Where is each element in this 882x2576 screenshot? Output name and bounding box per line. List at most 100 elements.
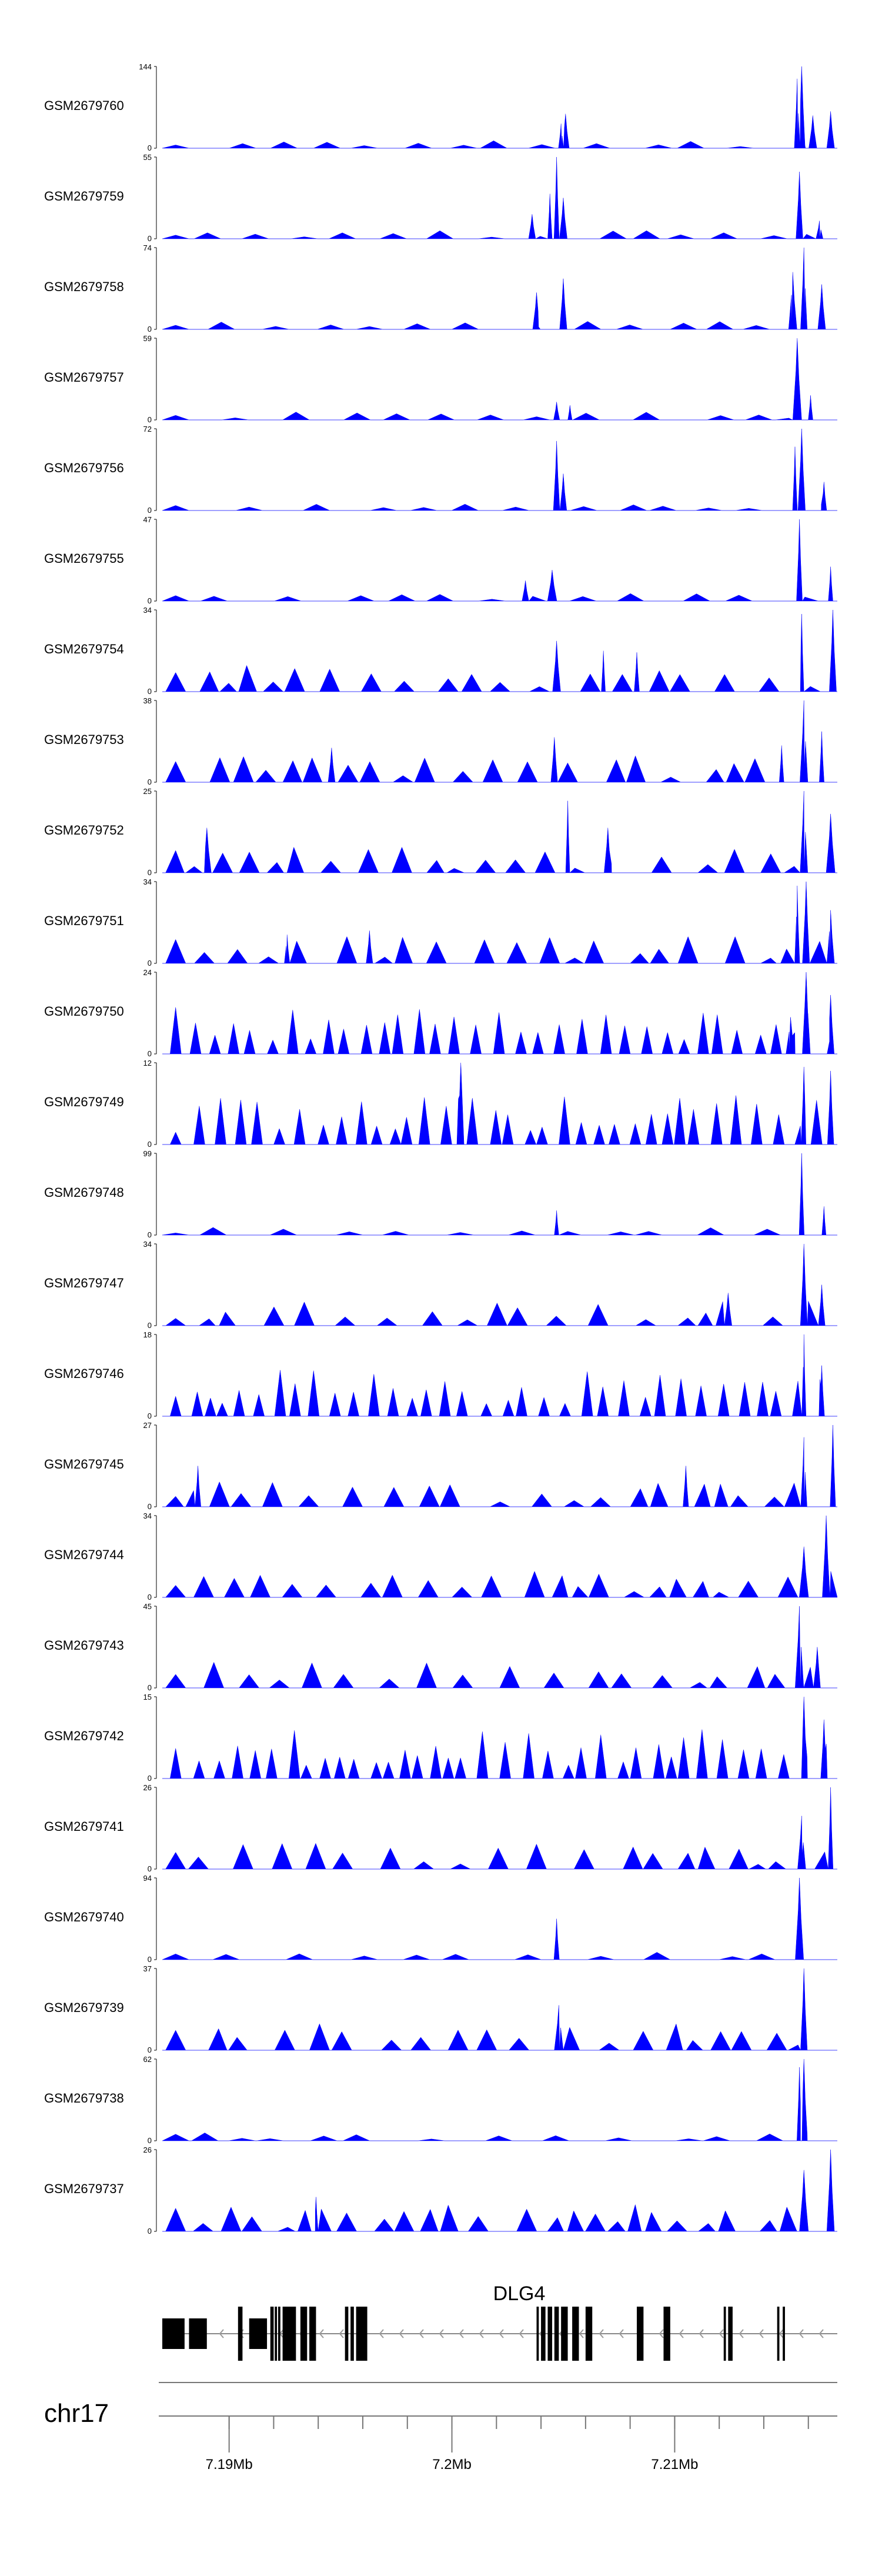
track-ymin-label: 0 bbox=[148, 1321, 152, 1330]
track-ymin-label: 0 bbox=[148, 1502, 152, 1511]
track-GSM2679756: GSM2679756 72 0 bbox=[44, 425, 837, 515]
gene-exon bbox=[238, 2307, 243, 2361]
coverage-area bbox=[162, 972, 837, 1055]
track-sample-label: GSM2679740 bbox=[44, 1910, 124, 1924]
coverage-area bbox=[162, 1153, 837, 1236]
strand-arrow bbox=[399, 2329, 404, 2338]
track-GSM2679755: GSM2679755 47 0 bbox=[44, 515, 837, 605]
track-GSM2679740: GSM2679740 94 0 bbox=[44, 1874, 837, 1964]
track-ymax-label: 74 bbox=[143, 243, 152, 252]
track-ymin-label: 0 bbox=[148, 1774, 152, 1783]
track-GSM2679759: GSM2679759 55 0 bbox=[44, 153, 837, 243]
coverage-area bbox=[162, 2149, 837, 2232]
coverage-area bbox=[162, 66, 837, 149]
track-sample-label: GSM2679757 bbox=[44, 370, 124, 385]
track-ymax-label: 34 bbox=[143, 606, 152, 615]
coverage-area bbox=[162, 247, 837, 330]
track-ymin-label: 0 bbox=[148, 778, 152, 786]
gene-exon bbox=[345, 2307, 349, 2361]
strand-arrow bbox=[379, 2329, 384, 2338]
coverage-area bbox=[162, 1696, 837, 1779]
gene-exon bbox=[300, 2307, 308, 2361]
coverage-area bbox=[162, 519, 837, 602]
track-ymax-label: 12 bbox=[143, 1059, 152, 1067]
axis-tick-label: 7.2Mb bbox=[432, 2457, 472, 2472]
track-sample-label: GSM2679746 bbox=[44, 1366, 124, 1381]
track-GSM2679745: GSM2679745 27 0 bbox=[44, 1421, 837, 1511]
track-ymax-label: 55 bbox=[143, 153, 152, 162]
gene-exon bbox=[561, 2307, 568, 2361]
track-GSM2679743: GSM2679743 45 0 bbox=[44, 1602, 837, 1692]
coverage-area bbox=[162, 790, 837, 873]
track-ymax-label: 99 bbox=[143, 1149, 152, 1158]
strand-arrow bbox=[219, 2329, 224, 2338]
track-ymax-label: 34 bbox=[143, 1240, 152, 1249]
gene-exon bbox=[777, 2307, 780, 2361]
track-ymin-label: 0 bbox=[148, 1593, 152, 1601]
coverage-area bbox=[162, 1877, 837, 1960]
gene-exon bbox=[536, 2307, 539, 2361]
track-sample-label: GSM2679737 bbox=[44, 2181, 124, 2196]
track-ymax-label: 59 bbox=[143, 334, 152, 343]
coverage-area bbox=[162, 1515, 838, 1598]
gene-exon bbox=[350, 2307, 354, 2361]
track-sample-label: GSM2679744 bbox=[44, 1547, 124, 1562]
strand-arrow bbox=[779, 2329, 784, 2338]
track-sample-label: GSM2679747 bbox=[44, 1276, 124, 1290]
coverage-area bbox=[162, 338, 837, 421]
gene-exon bbox=[585, 2307, 593, 2361]
track-GSM2679748: GSM2679748 99 0 bbox=[44, 1149, 837, 1239]
coverage-area bbox=[162, 2058, 837, 2141]
track-sample-label: GSM2679755 bbox=[44, 551, 124, 566]
strand-arrow bbox=[739, 2329, 744, 2338]
axis-tick-label: 7.19Mb bbox=[206, 2457, 253, 2472]
track-ymin-label: 0 bbox=[148, 2227, 152, 2235]
track-GSM2679757: GSM2679757 59 0 bbox=[44, 334, 837, 424]
strand-arrow bbox=[599, 2329, 604, 2338]
gene-exon bbox=[309, 2307, 316, 2361]
track-GSM2679746: GSM2679746 18 0 bbox=[44, 1330, 837, 1420]
gene-exon bbox=[189, 2318, 207, 2349]
gene-exon bbox=[541, 2307, 546, 2361]
track-GSM2679753: GSM2679753 38 0 bbox=[44, 696, 837, 786]
track-sample-label: GSM2679749 bbox=[44, 1095, 124, 1109]
track-sample-label: GSM2679753 bbox=[44, 732, 124, 747]
track-ymax-label: 25 bbox=[143, 787, 152, 796]
track-sample-label: GSM2679754 bbox=[44, 642, 124, 656]
track-sample-label: GSM2679758 bbox=[44, 279, 124, 294]
strand-arrow bbox=[759, 2329, 764, 2338]
gene-exon bbox=[249, 2318, 268, 2349]
track-ymax-label: 144 bbox=[139, 62, 152, 71]
gene-exon bbox=[554, 2307, 559, 2361]
gene-exon bbox=[728, 2307, 733, 2361]
track-ymin-label: 0 bbox=[148, 1683, 152, 1692]
gene-exon bbox=[572, 2307, 579, 2361]
track-ymin-label: 0 bbox=[148, 325, 152, 333]
gene-model-track: DLG4 bbox=[162, 2283, 837, 2361]
track-ymin-label: 0 bbox=[148, 868, 152, 877]
track-GSM2679737: GSM2679737 26 0 bbox=[44, 2145, 837, 2235]
track-ymax-label: 62 bbox=[143, 2055, 152, 2064]
track-ymin-label: 0 bbox=[148, 2136, 152, 2145]
track-sample-label: GSM2679752 bbox=[44, 823, 124, 837]
track-sample-label: GSM2679760 bbox=[44, 98, 124, 113]
track-ymin-label: 0 bbox=[148, 144, 152, 152]
track-GSM2679738: GSM2679738 62 0 bbox=[44, 2055, 837, 2145]
gene-exon bbox=[783, 2307, 785, 2361]
track-ymax-label: 47 bbox=[143, 515, 152, 524]
track-GSM2679739: GSM2679739 37 0 bbox=[44, 1964, 837, 2054]
track-ymax-label: 24 bbox=[143, 968, 152, 977]
coverage-area bbox=[162, 609, 837, 692]
coverage-area bbox=[162, 1062, 837, 1145]
genome-axis: chr17 7.19Mb 7.2Mb 7.21Mb bbox=[44, 2382, 837, 2472]
strand-arrow bbox=[319, 2329, 324, 2338]
gene-name-label: DLG4 bbox=[493, 2283, 546, 2305]
track-ymin-label: 0 bbox=[148, 687, 152, 696]
track-ymax-label: 18 bbox=[143, 1330, 152, 1339]
track-GSM2679760: GSM2679760 144 0 bbox=[44, 62, 837, 152]
gene-exon bbox=[162, 2318, 185, 2349]
track-GSM2679749: GSM2679749 12 0 bbox=[44, 1059, 837, 1149]
track-GSM2679751: GSM2679751 34 0 bbox=[44, 877, 837, 967]
track-GSM2679750: GSM2679750 24 0 bbox=[44, 968, 837, 1058]
track-ymax-label: 45 bbox=[143, 1602, 152, 1611]
